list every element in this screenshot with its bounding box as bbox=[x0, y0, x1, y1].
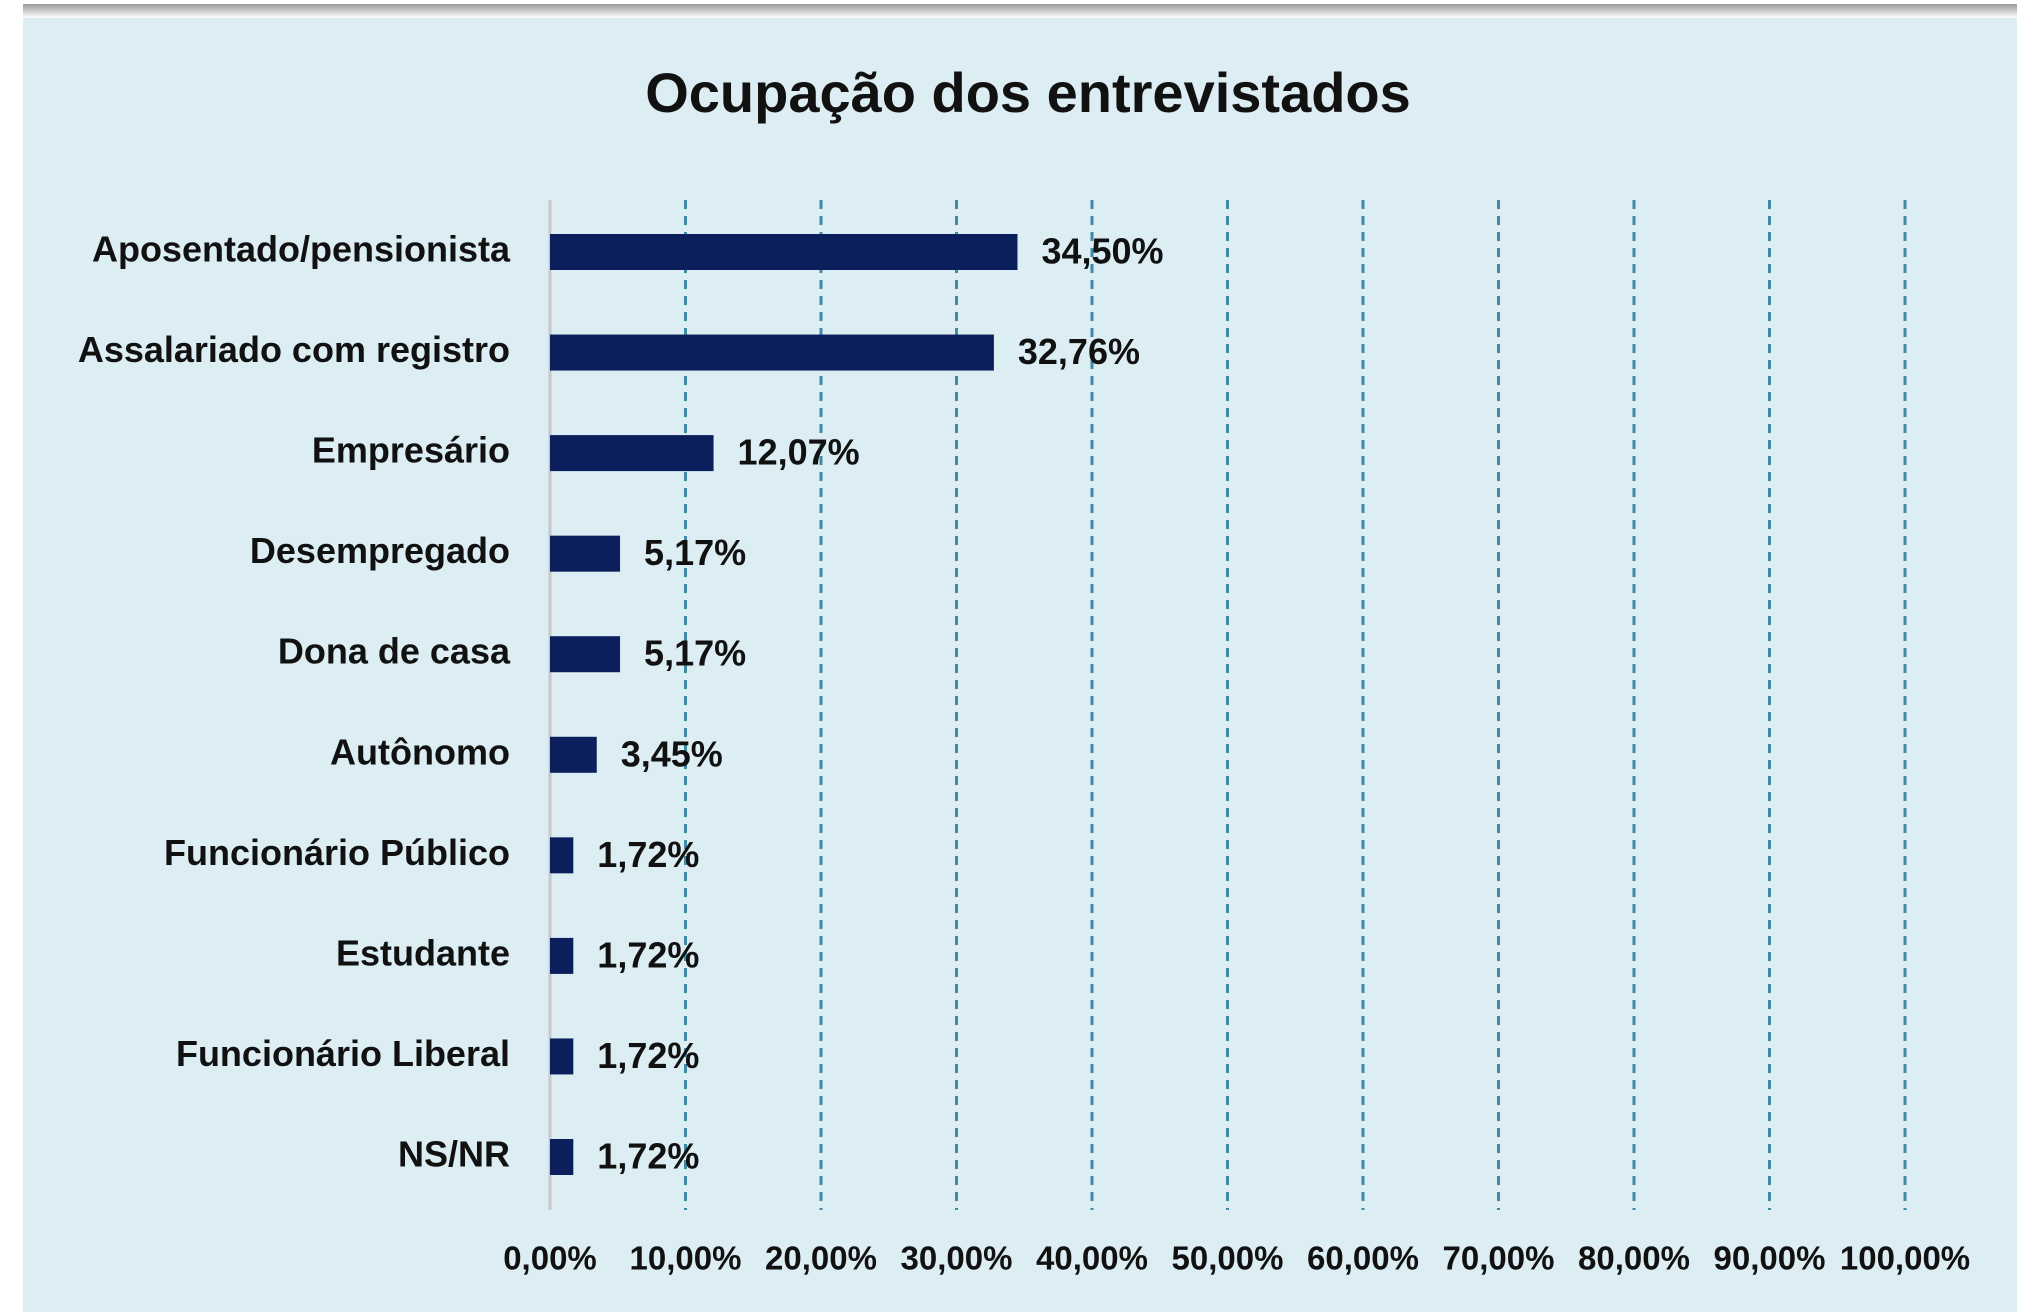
value-label: 3,45% bbox=[621, 733, 723, 774]
value-label: 1,72% bbox=[597, 1136, 699, 1177]
x-tick-label: 40,00% bbox=[1036, 1240, 1148, 1277]
x-tick-label: 30,00% bbox=[901, 1240, 1013, 1277]
bar bbox=[550, 837, 574, 874]
x-tick-label: 90,00% bbox=[1714, 1240, 1826, 1277]
x-tick-label: 10,00% bbox=[630, 1240, 742, 1277]
category-label: Empresário bbox=[312, 430, 510, 471]
x-tick-label: 100,00% bbox=[1840, 1240, 1970, 1277]
bar bbox=[550, 1139, 574, 1175]
bar bbox=[550, 435, 714, 472]
category-label: Estudante bbox=[336, 932, 510, 973]
bar bbox=[550, 334, 994, 371]
category-label: Dona de casa bbox=[278, 631, 511, 672]
chart-title: Ocupação dos entrevistados bbox=[645, 61, 1411, 124]
category-label: Autônomo bbox=[330, 731, 510, 772]
category-label: Aposentado/pensionista bbox=[92, 229, 511, 270]
bar bbox=[550, 937, 574, 974]
value-label: 32,76% bbox=[1018, 331, 1140, 372]
category-label: Desempregado bbox=[250, 530, 510, 571]
value-label: 1,72% bbox=[597, 1035, 699, 1076]
x-tick-label: 0,00% bbox=[503, 1240, 597, 1277]
category-label: Funcionário Público bbox=[164, 832, 510, 873]
bar bbox=[550, 636, 621, 673]
x-tick-label: 20,00% bbox=[765, 1240, 877, 1277]
value-label: 12,07% bbox=[738, 432, 860, 473]
marks: 34,50% 32,76% 12,07% 5,17% 5,17% 3,45% 1,72% 1,… bbox=[550, 231, 1164, 1177]
category-label: Assalariado com registro bbox=[78, 329, 510, 370]
x-tick-label: 70,00% bbox=[1443, 1240, 1555, 1277]
bar bbox=[550, 234, 1018, 270]
chart-panel bbox=[23, 18, 2017, 1312]
shadow bbox=[23, 4, 2017, 18]
value-label: 5,17% bbox=[644, 532, 746, 573]
bar bbox=[550, 535, 621, 572]
bar bbox=[550, 1038, 574, 1075]
value-label: 1,72% bbox=[597, 834, 699, 875]
x-tick-label: 80,00% bbox=[1578, 1240, 1690, 1277]
x-tick-label: 60,00% bbox=[1307, 1240, 1419, 1277]
value-label: 1,72% bbox=[597, 934, 699, 975]
x-tick-label: 50,00% bbox=[1172, 1240, 1284, 1277]
category-label: Funcionário Liberal bbox=[176, 1033, 510, 1074]
value-label: 34,50% bbox=[1041, 231, 1163, 272]
value-label: 5,17% bbox=[644, 633, 746, 674]
category-label: NS/NR bbox=[398, 1134, 510, 1175]
bar bbox=[550, 736, 597, 773]
